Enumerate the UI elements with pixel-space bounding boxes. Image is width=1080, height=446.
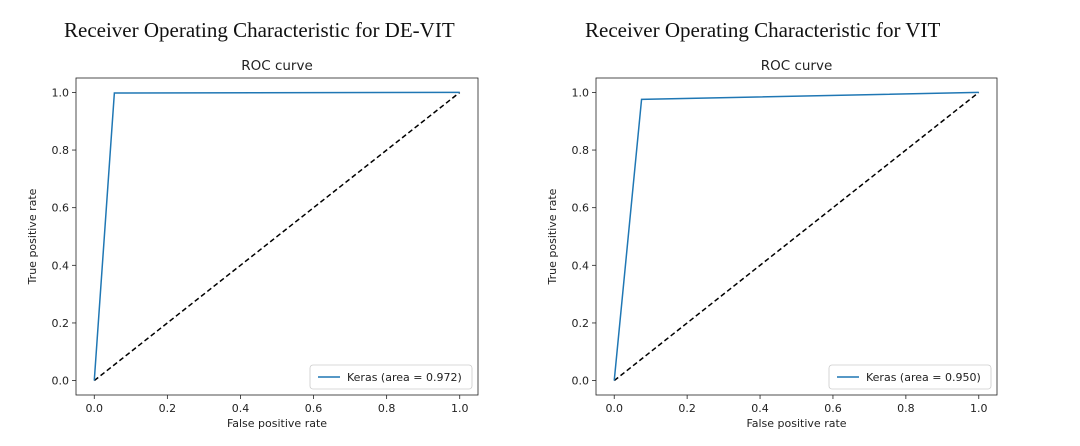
chart1-ytick-label: 0.4 — [52, 259, 70, 272]
chart2-ytick-label: 1.0 — [572, 86, 590, 99]
chart2-xtick-label: 0.4 — [751, 402, 769, 415]
chart1-roc-curve — [93, 91, 460, 381]
chart1-chance-line — [93, 91, 461, 382]
figure-caption-vit: Receiver Operating Characteristic for VI… — [585, 18, 941, 42]
chart2-ytick-label: 0.6 — [572, 202, 590, 215]
chart2-legend: Keras (area = 0.950) — [828, 364, 992, 390]
chart1-ytick-label: 0.6 — [52, 202, 70, 215]
chart2-legend-label: Keras (area = 0.950) — [866, 371, 981, 384]
chart1-legend-box — [309, 364, 473, 390]
chart1-xtick-label: 0.8 — [378, 402, 396, 415]
chart1-ylabel: True positive rate — [26, 188, 39, 285]
chart1-ytick-label: 1.0 — [52, 86, 70, 99]
chart1-xtick-label: 0.0 — [86, 402, 104, 415]
chart2-ytick-label: 0.2 — [572, 317, 590, 330]
chart1-legend-label: Keras (area = 0.972) — [347, 371, 462, 384]
chart1-xtick-label: 1.0 — [451, 402, 469, 415]
chart2-title: ROC curve — [761, 58, 833, 74]
chart2-xtick-label: 1.0 — [970, 402, 988, 415]
chart2-ytick-label: 0.8 — [572, 144, 590, 157]
chart2-ytick-label: 0.4 — [572, 259, 590, 272]
figure-caption-de-vit: Receiver Operating Characteristic for DE… — [64, 18, 455, 42]
chart1-xlabel: False positive rate — [227, 417, 327, 430]
chart2-roc-curve — [613, 91, 979, 381]
chart2-xtick-label: 0.0 — [605, 402, 623, 415]
chart1-legend: Keras (area = 0.972) — [309, 364, 473, 390]
chart1-title: ROC curve — [241, 58, 313, 74]
chart1-ytick-label: 0.2 — [52, 317, 70, 330]
chart2-ylabel: True positive rate — [546, 188, 559, 285]
chart2-ytick-label: 0.0 — [572, 375, 590, 388]
chart2-xlabel: False positive rate — [746, 417, 846, 430]
chart2-group: ROC curve 0.0 0.2 0.4 0.6 0.8 1.0 0.0 0.2 0.4 0.6 0… — [546, 58, 998, 430]
chart1-group: ROC curve 0.0 0.2 0.4 0.6 0.8 1.0 0.0 0.2 0.4 0.6 0… — [26, 58, 479, 430]
chart2-chance-line — [613, 91, 980, 382]
chart2-xtick-label: 0.8 — [897, 402, 915, 415]
chart2-legend-box — [828, 364, 992, 390]
chart1-xtick-label: 0.6 — [305, 402, 323, 415]
chart2-xtick-label: 0.2 — [678, 402, 696, 415]
chart2-xtick-label: 0.6 — [824, 402, 842, 415]
chart1-xtick-label: 0.4 — [232, 402, 250, 415]
chart2-frame — [595, 77, 998, 396]
chart1-frame — [75, 77, 479, 396]
chart1-xtick-label: 0.2 — [159, 402, 177, 415]
chart1-ytick-label: 0.0 — [52, 375, 70, 388]
chart1-ytick-label: 0.8 — [52, 144, 70, 157]
